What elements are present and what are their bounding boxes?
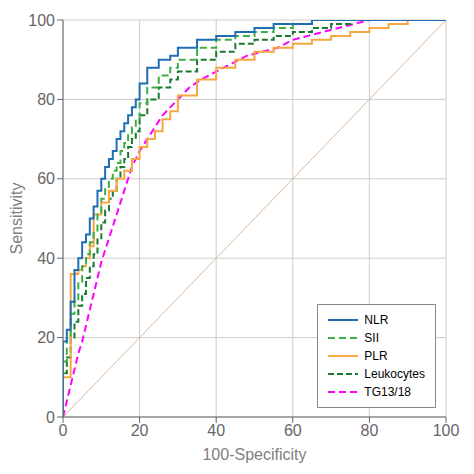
svg-text:40: 40: [207, 422, 225, 439]
html-text:TG13/18: TG13/18: [364, 385, 411, 399]
svg-text:20: 20: [37, 329, 55, 346]
html-text:PLR: PLR: [364, 349, 388, 363]
svg-text:100: 100: [433, 422, 460, 439]
svg-text:Sensitivity: Sensitivity: [8, 182, 25, 254]
svg-text:100-Specificity: 100-Specificity: [202, 446, 306, 463]
svg-text:60: 60: [37, 170, 55, 187]
svg-text:100: 100: [28, 12, 55, 29]
svg-text:80: 80: [37, 91, 55, 108]
svg-text:80: 80: [361, 422, 379, 439]
svg-text:40: 40: [37, 250, 55, 267]
svg-text:20: 20: [131, 422, 149, 439]
svg-text:0: 0: [59, 422, 68, 439]
html-text:NLR: NLR: [364, 313, 389, 327]
svg-text:0: 0: [46, 409, 55, 426]
html-text:Leukocytes: Leukocytes: [364, 367, 425, 381]
svg-text:60: 60: [284, 422, 302, 439]
html-text:SII: SII: [364, 331, 379, 345]
